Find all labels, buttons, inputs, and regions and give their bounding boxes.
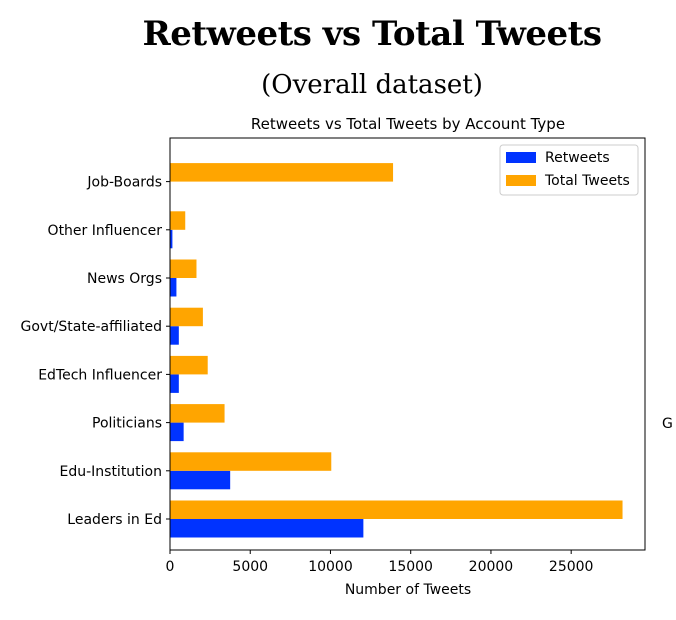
legend-swatch — [506, 175, 536, 186]
bar-retweets-edtech-influencer — [170, 374, 179, 393]
y-tick-label: Other Influencer — [48, 223, 163, 239]
bar-total-tweets-edu-institution — [170, 452, 332, 471]
legend: Retweets Total Tweets — [499, 144, 639, 196]
legend-label: Retweets — [545, 150, 610, 166]
y-tick-label: News Orgs — [87, 271, 162, 287]
y-tick-label: Politicians — [92, 416, 162, 432]
bar-retweets-govt-state-affiliated — [170, 326, 179, 345]
y-axis: Leaders in Ed Edu-Institution Politicians E… — [21, 175, 170, 528]
x-axis: 0 5000 10000 15000 20000 25000 — [166, 550, 594, 575]
y-tick-label: Job-Boards — [86, 175, 162, 191]
bar-total-tweets-govt-state-affiliated — [170, 307, 203, 327]
x-tick-label: 20000 — [469, 559, 514, 575]
bar-retweets-edu-institution — [170, 470, 231, 490]
bar-retweets-politicians — [170, 422, 184, 442]
x-tick-label: 5000 — [232, 559, 268, 575]
bar-retweets-news-orgs — [170, 278, 177, 297]
x-tick-label: 25000 — [549, 559, 594, 575]
x-tick-label: 0 — [166, 559, 175, 575]
chart-title: Retweets vs Total Tweets by Account Type — [251, 115, 565, 133]
bar-total-tweets-edtech-influencer — [170, 355, 208, 375]
y-tick-label: Leaders in Ed — [67, 512, 162, 528]
bar-total-tweets-other-influencer — [170, 211, 186, 230]
legend-label: Total Tweets — [544, 173, 630, 189]
y-tick-label: Edu-Institution — [59, 464, 162, 480]
legend-swatch — [506, 152, 536, 163]
x-tick-label: 15000 — [388, 559, 433, 575]
plot-frame — [169, 137, 646, 551]
bar-total-tweets-news-orgs — [170, 259, 197, 278]
y-tick-label: Govt/State-affiliated — [21, 319, 162, 335]
slide-title: Retweets vs Total Tweets — [142, 14, 602, 54]
bars-layer — [170, 163, 623, 538]
bar-total-tweets-job-boards — [170, 163, 394, 182]
stray-text: G — [662, 416, 673, 432]
y-tick-label: EdTech Influencer — [38, 367, 162, 383]
bar-total-tweets-leaders-in-ed — [170, 500, 623, 519]
bar-retweets-leaders-in-ed — [170, 519, 364, 538]
x-axis-label: Number of Tweets — [345, 582, 471, 598]
x-tick-label: 10000 — [308, 559, 353, 575]
bar-total-tweets-politicians — [170, 404, 225, 423]
bar-retweets-other-influencer — [170, 229, 173, 249]
slide-subtitle: (Overall dataset) — [261, 70, 483, 100]
